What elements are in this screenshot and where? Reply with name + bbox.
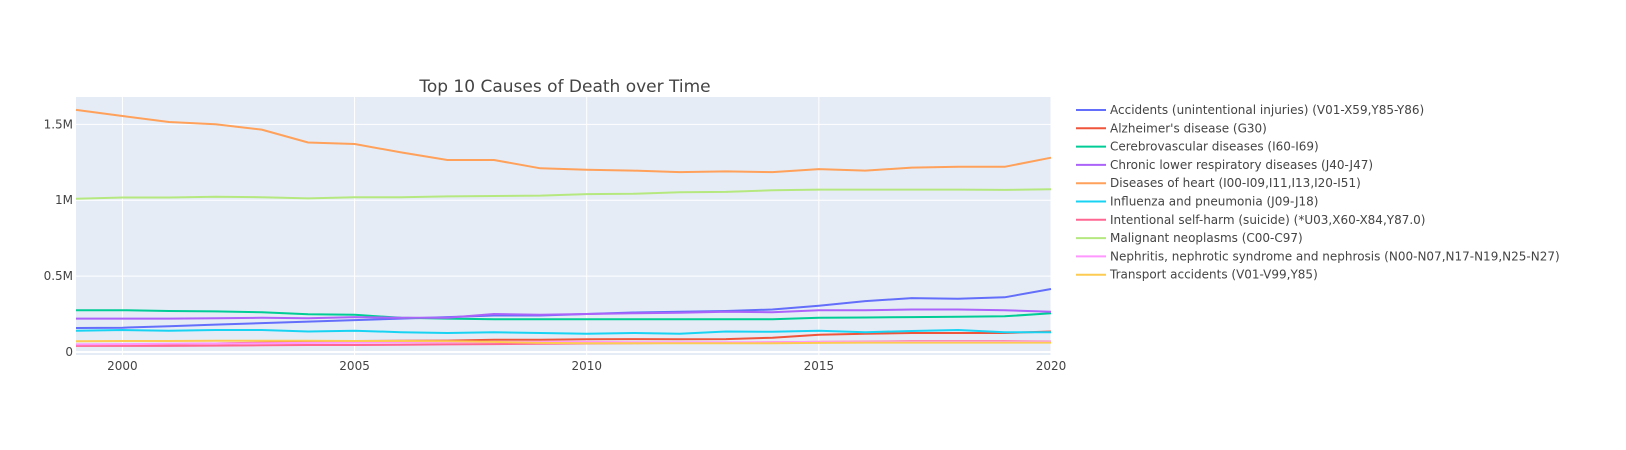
legend-item[interactable]: Intentional self-harm (suicide) (*U03,X6…	[1076, 213, 1426, 227]
legend-item[interactable]: Influenza and pneumonia (J09-J18)	[1076, 195, 1318, 209]
y-tick-label: 1.5M	[44, 117, 73, 131]
legend-item[interactable]: Nephritis, nephrotic syndrome and nephro…	[1076, 249, 1560, 263]
legend-item[interactable]: Chronic lower respiratory diseases (J40-…	[1076, 158, 1373, 172]
y-tick-label: 0.5M	[44, 269, 73, 283]
x-tick-label: 2015	[804, 359, 835, 373]
x-tick-label: 2020	[1036, 359, 1067, 373]
legend-item[interactable]: Transport accidents (V01-V99,Y85)	[1076, 268, 1318, 282]
series-line-7[interactable]	[75, 188, 1052, 200]
series-line-2[interactable]	[76, 309, 1052, 321]
y-gridlines	[76, 123, 1051, 353]
legend-label: Diseases of heart (I00-I09,I11,I13,I20-I…	[1110, 176, 1361, 190]
legend-item[interactable]: Accidents (unintentional injuries) (V01-…	[1076, 103, 1424, 117]
legend-label: Accidents (unintentional injuries) (V01-…	[1110, 103, 1424, 117]
legend-label: Malignant neoplasms (C00-C97)	[1110, 231, 1303, 245]
legend-label: Intentional self-harm (suicide) (*U03,X6…	[1110, 213, 1426, 227]
legend-label: Influenza and pneumonia (J09-J18)	[1110, 195, 1318, 209]
legend-label: Nephritis, nephrotic syndrome and nephro…	[1110, 249, 1560, 263]
series-line-5[interactable]	[75, 329, 1051, 335]
legend-item[interactable]: Diseases of heart (I00-I09,I11,I13,I20-I…	[1076, 176, 1361, 190]
x-tick-label: 2010	[571, 359, 602, 373]
x-tick-label: 2000	[107, 359, 138, 373]
series-line-9[interactable]	[75, 339, 1051, 345]
legend-item[interactable]: Malignant neoplasms (C00-C97)	[1076, 231, 1303, 245]
y-axis: 0 0.5M 1M 1.5M	[44, 117, 73, 359]
legend-label: Chronic lower respiratory diseases (J40-…	[1110, 158, 1373, 172]
x-axis: 2000 2005 2010 2015 2020	[107, 359, 1066, 373]
chart-title: Top 10 Causes of Death over Time	[418, 77, 710, 97]
legend-label: Alzheimer's disease (G30)	[1110, 121, 1267, 135]
y-tick-label: 1M	[55, 193, 73, 207]
series-line-3[interactable]	[76, 308, 1052, 320]
legend-item[interactable]: Cerebrovascular diseases (I60-I69)	[1076, 140, 1319, 154]
legend-label: Transport accidents (V01-V99,Y85)	[1109, 268, 1318, 282]
x-gridlines	[121, 97, 1052, 355]
series-line-4[interactable]	[75, 108, 1052, 174]
legend-label: Cerebrovascular diseases (I60-I69)	[1110, 140, 1319, 154]
x-tick-label: 2005	[339, 359, 370, 373]
legend-item[interactable]: Alzheimer's disease (G30)	[1076, 121, 1267, 135]
series-lines	[75, 108, 1052, 347]
legend[interactable]: Accidents (unintentional injuries) (V01-…	[1076, 103, 1560, 282]
y-tick-label: 0	[65, 345, 73, 359]
